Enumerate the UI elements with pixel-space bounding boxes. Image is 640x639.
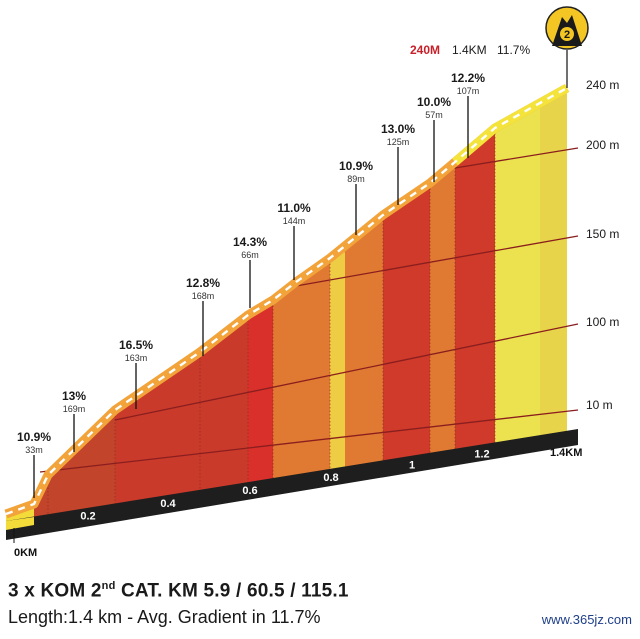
x-tick-label: 0.8 [323,472,338,484]
profile-band [4,84,570,519]
x-tick-label: 0.6 [242,485,257,497]
x-tick-end: 1.4KM [550,447,582,459]
segment-length-label: 33m [25,445,43,455]
y-tick-label: 200 m [586,138,619,152]
gradient-segment [273,258,330,480]
x-tick-label: 1 [409,459,415,471]
gradient-label: 12.8% [186,276,220,290]
gradient-label: 13% [62,389,86,403]
climb-subtitle: Length:1.4 km - Avg. Gradient in 11.7% [8,607,321,627]
gradient-label: 14.3% [233,235,267,249]
category-number-circle [560,27,574,41]
highlight-band [330,252,345,474]
x-tick-start: 0KM [14,547,37,559]
gradient-label: 11.0% [277,201,311,215]
gradient-segment [430,162,455,455]
gradient-label: 16.5% [119,338,153,352]
base-start [6,517,34,530]
gradient-segments [6,88,567,521]
distance-axis: 0KM 0.2 0.4 0.6 0.8 1 1.2 1.4KM [6,429,582,559]
x-tick-label: 1.2 [474,448,489,460]
segment-length-label: 107m [457,86,480,96]
x-tick-label: 0.4 [160,498,176,510]
y-tick-label: 10 m [586,398,613,412]
elevation-gridlines [39,147,579,473]
category-number: 2 [564,29,570,41]
summary-length: 1.4KM [452,43,487,57]
gradient-annotations: 10.9%33m13%169m16.5%163m12.8%168m14.3%66… [17,71,485,498]
y-tick-label: 150 m [586,227,619,241]
gradient-segment [455,128,495,451]
gradient-segment [48,410,115,515]
category-badge: 2 [545,6,589,88]
elevation-axis: 10 m 100 m 150 m 200 m 240 m [586,78,619,412]
gridline [114,323,579,421]
segment-length-label: 89m [347,174,365,184]
x-tick-label: 0.2 [80,510,95,522]
gridline [39,409,579,473]
gradient-segment [383,183,430,462]
y-tick-label: 240 m [586,78,619,92]
segment-length-label: 144m [283,216,306,226]
title-rest: CAT. KM 5.9 / 60.5 / 115.1 [115,580,349,602]
gradient-label: 10.9% [17,430,51,444]
segment-length-label: 163m [125,353,148,363]
summary-elevation: 240M [410,43,440,57]
segment-length-label: 125m [387,137,410,147]
gridline [454,147,579,169]
gradient-label: 12.2% [451,71,485,85]
segment-length-label: 169m [63,404,86,414]
segment-length-label: 168m [192,291,215,301]
segment-length-label: 57m [425,110,443,120]
gradient-segment [200,315,248,491]
title-main: 3 x KOM 2 [8,580,102,602]
gradient-label: 10.0% [417,95,451,109]
highlight-band [495,104,540,455]
gradient-label: 13.0% [381,122,415,136]
gradient-segment [248,300,273,484]
title-superscript: nd [101,580,116,592]
watermark: www.365jz.com [541,612,632,627]
gridline [295,235,579,287]
gradient-segment [115,352,200,505]
base-strip [6,429,578,540]
y-tick-label: 100 m [586,315,619,329]
summary-gradient: 11.7% [497,43,530,57]
climb-summary: 240M 1.4KM 11.7% [410,43,530,57]
segment-length-label: 66m [241,250,259,260]
gradient-label: 10.9% [339,159,373,173]
climb-title: 3 x KOM 2nd CAT. KM 5.9 / 60.5 / 115.1 [8,580,349,602]
